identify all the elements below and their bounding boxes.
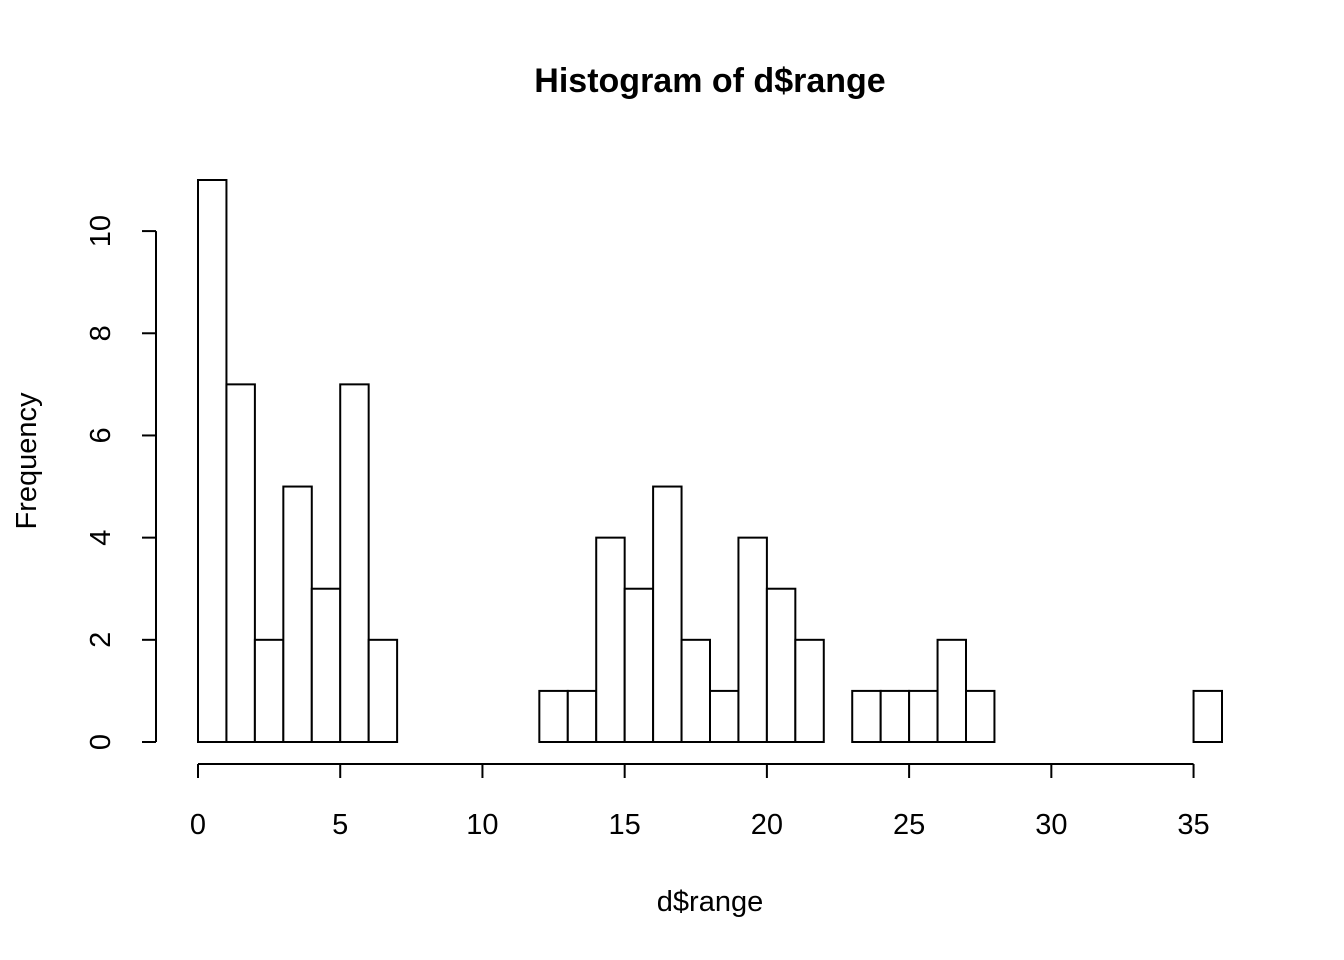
y-tick-label: 8 — [85, 325, 117, 341]
histogram-bar — [680, 638, 711, 743]
histogram-bar — [197, 179, 228, 743]
histogram-bar — [282, 485, 313, 743]
histogram-bar — [367, 638, 399, 743]
histogram-bar — [794, 638, 825, 743]
histogram-bar — [709, 689, 740, 744]
bars-group — [197, 179, 1223, 744]
histogram-bar — [310, 587, 342, 744]
x-tick-label: 20 — [751, 809, 783, 841]
y-tick-label: 4 — [85, 530, 117, 546]
y-axis: 0 2 4 6 8 10 — [85, 215, 157, 750]
y-tick-label: 6 — [85, 427, 117, 443]
histogram-bar — [879, 689, 911, 744]
x-tick-label: 5 — [332, 809, 348, 841]
y-axis-label: Frequency — [11, 392, 43, 530]
chart-title: Histogram of d$range — [534, 62, 885, 100]
histogram-bar — [652, 485, 683, 743]
x-tick-label: 25 — [893, 809, 925, 841]
x-tick-label: 15 — [609, 809, 641, 841]
histogram-bar — [936, 638, 967, 743]
y-tick-label: 0 — [85, 734, 117, 750]
histogram-bar — [595, 536, 626, 743]
histogram-bar — [339, 383, 370, 743]
histogram-bar — [253, 638, 285, 743]
histogram-bar — [1192, 689, 1223, 744]
x-axis-label: d$range — [657, 886, 763, 918]
y-tick-label: 2 — [85, 632, 117, 648]
x-axis: 0 5 10 15 20 25 30 35 — [190, 763, 1210, 841]
histogram-bar — [538, 689, 569, 744]
x-tick-label: 0 — [190, 809, 206, 841]
x-tick-label: 10 — [466, 809, 498, 841]
histogram-bar — [965, 689, 996, 744]
histogram-bar — [908, 689, 939, 744]
histogram-bar — [566, 689, 598, 744]
histogram-bar — [737, 536, 768, 743]
x-tick-label: 30 — [1035, 809, 1067, 841]
histogram-bar — [765, 587, 797, 744]
y-tick-label: 10 — [85, 215, 117, 247]
histogram-bar — [225, 383, 256, 743]
histogram-bar — [623, 587, 655, 744]
x-tick-label: 35 — [1177, 809, 1209, 841]
histogram-bar — [851, 689, 882, 744]
